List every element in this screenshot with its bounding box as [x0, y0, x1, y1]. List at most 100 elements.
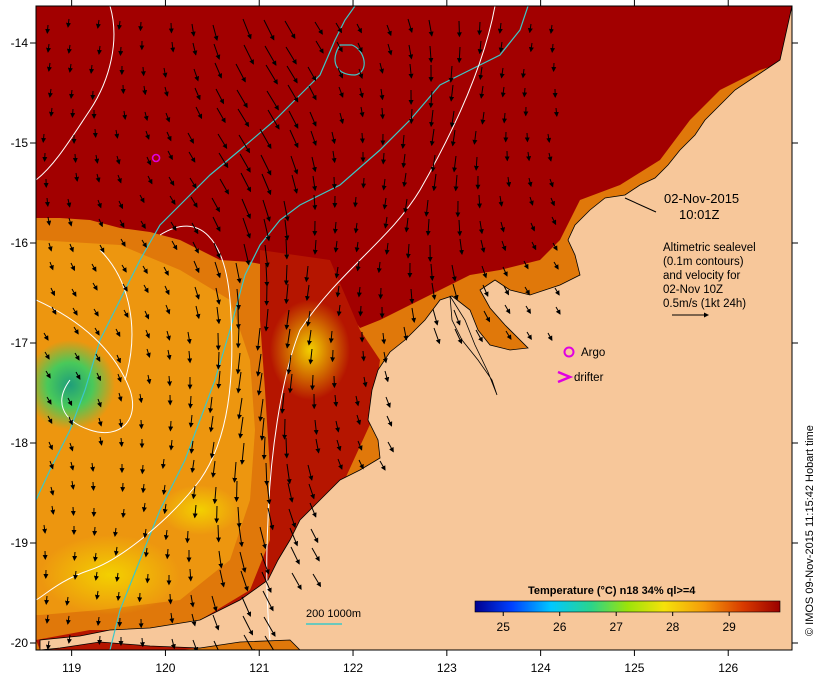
- current-vector: [382, 351, 388, 364]
- current-vector: [255, 327, 261, 351]
- current-vector: [45, 640, 51, 650]
- current-vector: [285, 46, 297, 65]
- current-vector: [352, 196, 358, 208]
- current-vector: [425, 218, 431, 236]
- current-vector: [478, 220, 484, 235]
- current-vector: [96, 372, 101, 382]
- current-vector: [430, 154, 436, 173]
- annotation-block: 02-Nov-2015 10:01Z Altimetric sealevel (…: [624, 191, 756, 318]
- current-vector: [334, 266, 340, 279]
- current-vector: [528, 196, 534, 206]
- current-vector: [90, 481, 96, 491]
- current-vector: [91, 263, 97, 272]
- current-vector: [404, 217, 410, 233]
- current-vector: [209, 441, 215, 459]
- current-vector: [219, 569, 226, 588]
- current-vector: [212, 486, 218, 505]
- colorbar-tick-label: 28: [666, 620, 680, 634]
- current-vector: [216, 306, 221, 325]
- current-vector: [219, 178, 229, 195]
- current-vector: [528, 42, 534, 53]
- current-vector: [355, 260, 361, 272]
- drifter-legend-marker: [557, 370, 574, 384]
- current-vector: [454, 328, 463, 345]
- current-vector: [526, 151, 532, 162]
- current-vector: [45, 614, 50, 624]
- current-vector: [138, 419, 144, 430]
- sst-yellow-patch-1: [40, 535, 180, 615]
- current-vector: [307, 464, 314, 481]
- current-vector: [71, 288, 77, 297]
- current-vector: [524, 286, 530, 296]
- current-vector: [387, 43, 393, 56]
- current-vector: [331, 176, 337, 190]
- current-vector: [289, 129, 299, 149]
- current-vector: [73, 326, 79, 335]
- current-vector: [267, 507, 275, 531]
- current-vector: [235, 326, 241, 349]
- current-vector: [449, 84, 455, 102]
- current-vector: [337, 458, 343, 470]
- current-vector: [525, 305, 531, 315]
- current-vector: [408, 63, 414, 79]
- current-vector: [118, 46, 124, 57]
- current-vector: [147, 175, 153, 185]
- current-vector: [379, 62, 384, 74]
- current-vector: [555, 306, 561, 315]
- current-vector: [527, 23, 533, 34]
- isobath-1000m: [36, 6, 356, 501]
- current-vector: [498, 41, 504, 53]
- current-vector: [140, 66, 146, 77]
- current-vector: [70, 480, 76, 490]
- current-vector: [359, 132, 365, 144]
- current-vector: [139, 194, 145, 204]
- current-vector: [335, 285, 341, 298]
- current-vector: [358, 87, 364, 99]
- current-vector: [47, 88, 53, 98]
- current-vector: [403, 198, 409, 214]
- current-vector: [142, 528, 148, 539]
- current-vector: [240, 172, 251, 193]
- current-vector: [238, 134, 251, 154]
- current-vector: [72, 153, 78, 163]
- current-vector: [98, 218, 103, 228]
- credit-text-container: © IMOS 09-Nov-2015 11:15:42 Hobart time: [804, 425, 816, 636]
- current-vector: [243, 634, 255, 650]
- current-vector: [92, 128, 98, 138]
- current-vector: [94, 590, 100, 600]
- current-vector: [112, 527, 118, 537]
- current-vector: [304, 265, 310, 283]
- current-vector: [291, 572, 302, 591]
- current-vector: [362, 376, 368, 388]
- current-vector: [66, 198, 72, 208]
- current-vector: [186, 331, 192, 345]
- current-vector: [189, 440, 195, 454]
- x-tick-label: 120: [155, 661, 175, 675]
- current-vector: [187, 350, 193, 364]
- current-vector: [286, 65, 298, 84]
- isobath-label: 200 1000m: [306, 608, 361, 620]
- current-vector: [170, 41, 176, 53]
- current-vector: [215, 524, 221, 543]
- current-vector: [166, 131, 172, 142]
- current-vector: [116, 591, 122, 601]
- current-vector: [115, 155, 121, 165]
- current-vector: [97, 199, 102, 209]
- current-vector: [405, 243, 411, 259]
- argo-legend-label: Argo: [581, 347, 605, 359]
- current-vector: [41, 133, 47, 143]
- current-vector: [547, 332, 553, 341]
- current-vector: [210, 460, 216, 478]
- current-vector: [356, 286, 362, 298]
- current-vector: [501, 240, 507, 252]
- x-axis: 119 120 121 122 123 124 125 126: [62, 0, 739, 675]
- current-vector: [192, 42, 198, 56]
- current-vector: [408, 108, 414, 125]
- current-vector: [189, 594, 195, 608]
- current-vector: [216, 107, 226, 124]
- y-tick-label: -14: [11, 36, 29, 50]
- current-vector: [242, 18, 252, 40]
- current-vector: [242, 217, 251, 239]
- sst-yellow-patch-3: [160, 485, 240, 535]
- current-vector: [313, 419, 319, 435]
